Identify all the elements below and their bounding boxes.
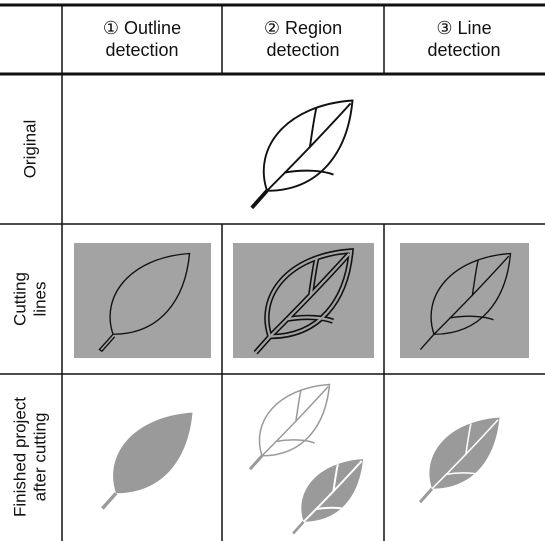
column-header: detection [427, 40, 500, 60]
column-header: ③ Line [436, 18, 491, 38]
leaf-fill [113, 412, 193, 494]
leaf-outline [98, 252, 191, 353]
row-header: Finished project [10, 397, 29, 517]
column-header: detection [105, 40, 178, 60]
row-header: Cutting [10, 272, 29, 326]
gray-panel [74, 243, 211, 358]
column-header: detection [266, 40, 339, 60]
leaf-fill [429, 417, 500, 489]
leaf-veins [266, 102, 352, 192]
leaf-region-finished-outline [248, 383, 331, 471]
leaf-veins [261, 386, 329, 457]
column-header: ① Outline [103, 18, 181, 38]
leaf-original [249, 99, 354, 210]
grid [0, 3, 545, 541]
leaf-stem [249, 188, 269, 210]
leaf-outline-finished [100, 412, 193, 511]
gray-panel [400, 243, 529, 358]
leaf-region-finished-fill [291, 459, 363, 535]
leaf-outline [258, 383, 331, 457]
leaf-outline-cut [98, 252, 191, 353]
column-header: ② Region [264, 18, 342, 38]
row-header: lines [30, 282, 49, 317]
leaf-stem [291, 520, 305, 535]
row-header: Original [20, 120, 39, 179]
leaf-stem [418, 487, 434, 504]
leaf-stem [100, 491, 118, 511]
leaf-line-finished [418, 417, 500, 504]
row-header: after cutting [30, 413, 49, 502]
leaf-outline [262, 99, 354, 192]
leaf-stem [248, 454, 264, 471]
